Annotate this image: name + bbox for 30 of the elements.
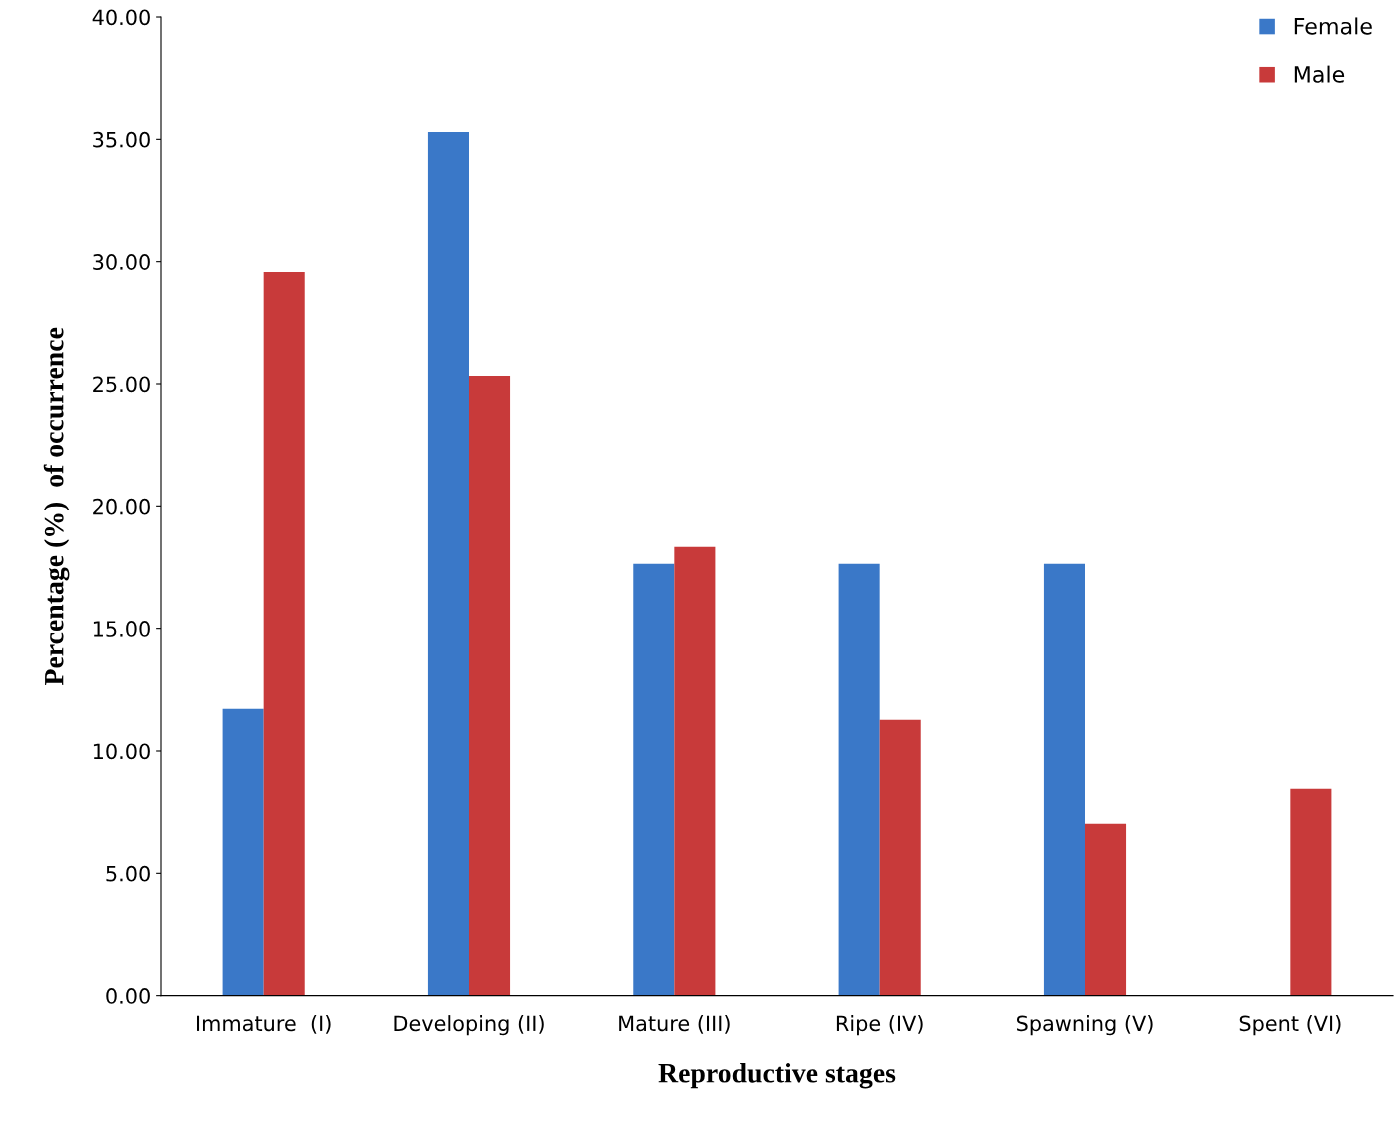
bar — [633, 563, 675, 996]
bar — [1085, 823, 1127, 996]
x-tick-label: Spent (VI) — [1239, 1015, 1341, 1036]
legend-label: Male — [1294, 65, 1345, 83]
bar — [1290, 788, 1332, 996]
x-tick-label: Mature (III) — [619, 1015, 730, 1034]
legend-label: Female — [1294, 17, 1372, 35]
y-tick-label: 15.00 — [93, 621, 150, 637]
y-tick-label: 35.00 — [93, 131, 150, 148]
x-tick-label: Ripe (IV) — [836, 1015, 923, 1036]
y-tick-label: 30.00 — [93, 254, 150, 270]
x-axis-title: Reproductive stages — [658, 1063, 896, 1089]
bar — [427, 132, 469, 996]
bar — [1043, 563, 1085, 996]
bar — [263, 271, 305, 996]
bar — [838, 563, 880, 996]
y-tick-label: 40.00 — [92, 9, 150, 26]
bar — [879, 719, 921, 996]
x-tick-label: Developing (II) — [394, 1015, 544, 1036]
y-tick-label: 25.00 — [93, 376, 150, 393]
x-tick-label: Immature (I) — [197, 1015, 331, 1034]
y-tick-label: 0.00 — [106, 988, 150, 1004]
y-axis-title: Percentage (%) of occurrence — [43, 327, 70, 686]
bar — [469, 375, 511, 996]
x-tick-label: Spawning (V) — [1016, 1015, 1153, 1036]
y-tick-label: 20.00 — [93, 498, 150, 515]
bar — [674, 546, 716, 996]
y-tick-label: 10.00 — [93, 743, 150, 760]
bar — [222, 708, 264, 996]
y-tick-label: 5.00 — [106, 865, 150, 882]
